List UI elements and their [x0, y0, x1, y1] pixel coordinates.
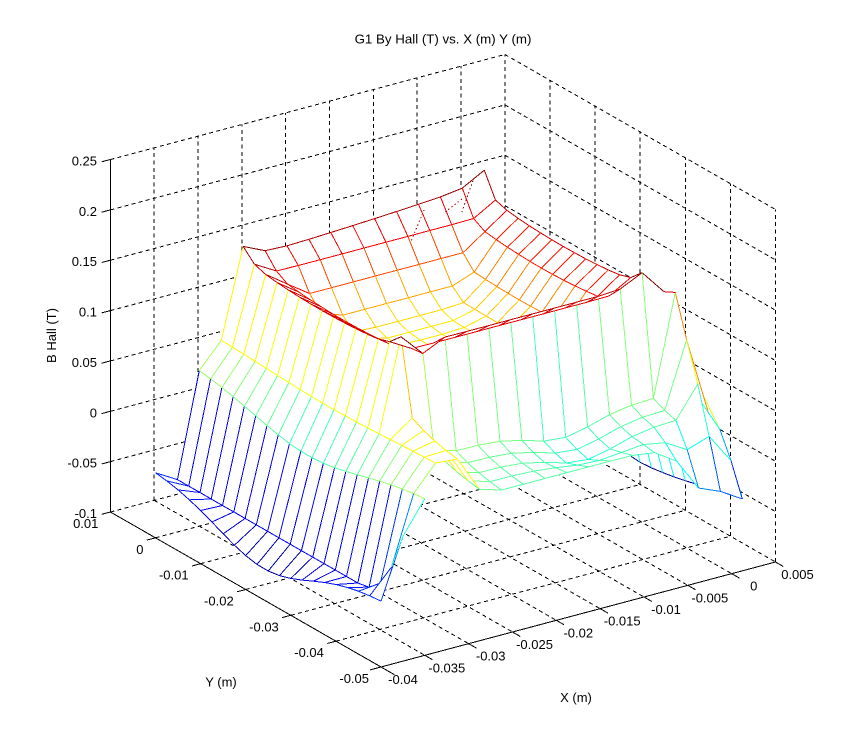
svg-text:0.1: 0.1: [79, 305, 97, 320]
svg-text:-0.03: -0.03: [476, 649, 506, 664]
svg-text:-0.05: -0.05: [339, 671, 369, 686]
svg-text:-0.02: -0.02: [204, 594, 234, 609]
svg-text:0.2: 0.2: [79, 204, 97, 219]
svg-text:0.05: 0.05: [72, 355, 97, 370]
svg-text:G1 By Hall (T) vs. X (m) Y (m): G1 By Hall (T) vs. X (m) Y (m): [355, 32, 532, 47]
svg-text:-0.025: -0.025: [516, 637, 553, 652]
svg-text:B Hall (T): B Hall (T): [44, 308, 59, 363]
svg-text:-0.04: -0.04: [388, 672, 418, 687]
svg-text:Y (m): Y (m): [205, 675, 237, 690]
svg-text:0: 0: [750, 579, 757, 594]
svg-text:X (m): X (m): [560, 690, 592, 705]
svg-text:0: 0: [90, 405, 97, 420]
svg-text:-0.035: -0.035: [428, 660, 465, 675]
svg-text:0.15: 0.15: [72, 254, 97, 269]
svg-text:-0.01: -0.01: [651, 602, 681, 617]
svg-text:-0.01: -0.01: [159, 568, 189, 583]
svg-text:0: 0: [136, 542, 143, 557]
svg-text:0.005: 0.005: [781, 567, 814, 582]
svg-text:-0.05: -0.05: [67, 456, 97, 471]
svg-text:-0.02: -0.02: [563, 625, 593, 640]
svg-text:-0.1: -0.1: [75, 506, 97, 521]
svg-text:-0.04: -0.04: [294, 645, 324, 660]
svg-text:0.25: 0.25: [72, 154, 97, 169]
svg-text:-0.03: -0.03: [249, 619, 279, 634]
svg-text:-0.005: -0.005: [691, 590, 728, 605]
svg-text:-0.015: -0.015: [604, 614, 641, 629]
